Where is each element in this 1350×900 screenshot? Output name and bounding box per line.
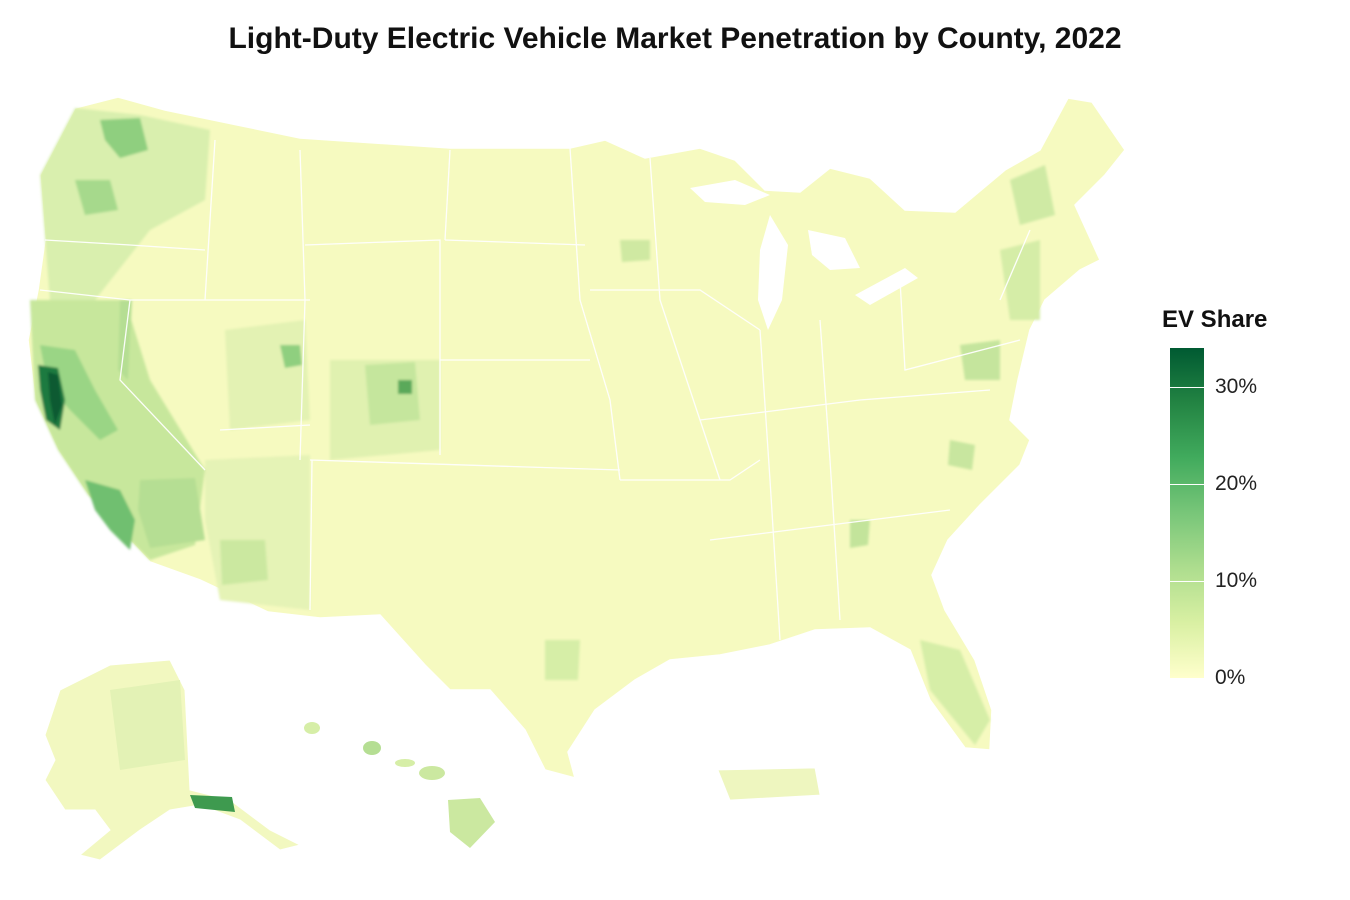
legend-tick-mark <box>1170 386 1204 388</box>
map-title: Light-Duty Electric Vehicle Market Penet… <box>228 22 1122 55</box>
alaska-juneau-area <box>190 795 235 812</box>
legend-tick-label: 10% <box>1215 568 1258 592</box>
legend-title: EV Share <box>1162 306 1268 333</box>
legend-tick-label: 0% <box>1215 666 1246 689</box>
lake-superior <box>690 180 770 205</box>
legend-tick-label: 30% <box>1215 374 1258 398</box>
puerto-rico <box>717 767 821 801</box>
legend-tick-label: 20% <box>1215 471 1258 495</box>
lake-erie <box>855 268 918 305</box>
lake-michigan <box>758 215 788 330</box>
legend-tick-mark <box>1170 483 1204 485</box>
alaska-interior-shade <box>110 680 185 770</box>
lake-huron <box>808 230 860 270</box>
state-borders <box>39 139 1031 641</box>
legend-tick-mark <box>1170 580 1204 582</box>
hawaii <box>304 722 495 848</box>
county-shading <box>30 108 1055 745</box>
legend-color-bar <box>1170 348 1204 678</box>
